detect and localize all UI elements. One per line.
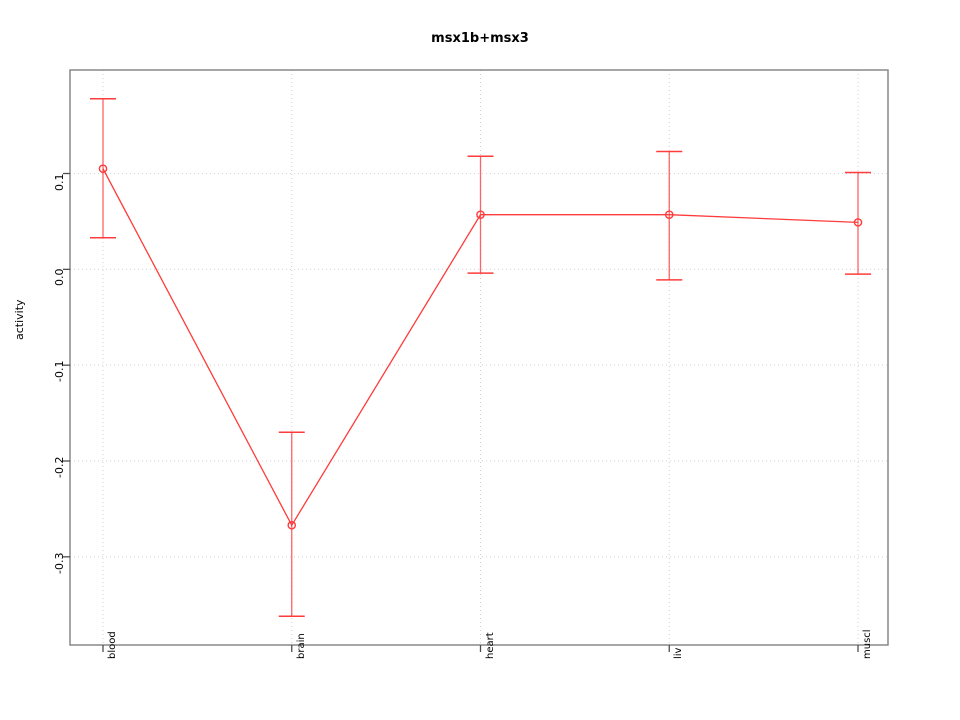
x-tick-label: liv xyxy=(673,647,685,659)
error-bar xyxy=(278,431,305,617)
x-tick-label: muscl xyxy=(862,629,873,659)
data-point-marker xyxy=(476,210,485,220)
x-tick-label: blood xyxy=(107,631,118,659)
axis-ticks xyxy=(63,172,859,652)
error-bar xyxy=(467,155,494,274)
y-tick-label: 0.1 xyxy=(53,173,66,191)
y-tick-label: -0.2 xyxy=(53,456,66,478)
axes-box xyxy=(69,69,889,646)
data-point-marker xyxy=(853,218,863,227)
x-tick-label: heart xyxy=(484,632,496,659)
page-title: msx1b+msx3 xyxy=(431,31,529,46)
x-tick-label: brain xyxy=(295,633,307,659)
error-bar xyxy=(656,150,683,281)
y-tick-label: -0.1 xyxy=(53,360,66,383)
error-bar xyxy=(845,171,871,275)
data-point-marker xyxy=(287,520,297,530)
y-tick-label: 0.0 xyxy=(53,268,66,287)
data-point-marker xyxy=(664,210,674,220)
plot-frame xyxy=(69,69,889,646)
data-point-marker xyxy=(98,164,108,174)
error-bar xyxy=(90,98,116,239)
y-tick-label: -0.3 xyxy=(53,552,66,574)
data-series xyxy=(90,98,871,617)
